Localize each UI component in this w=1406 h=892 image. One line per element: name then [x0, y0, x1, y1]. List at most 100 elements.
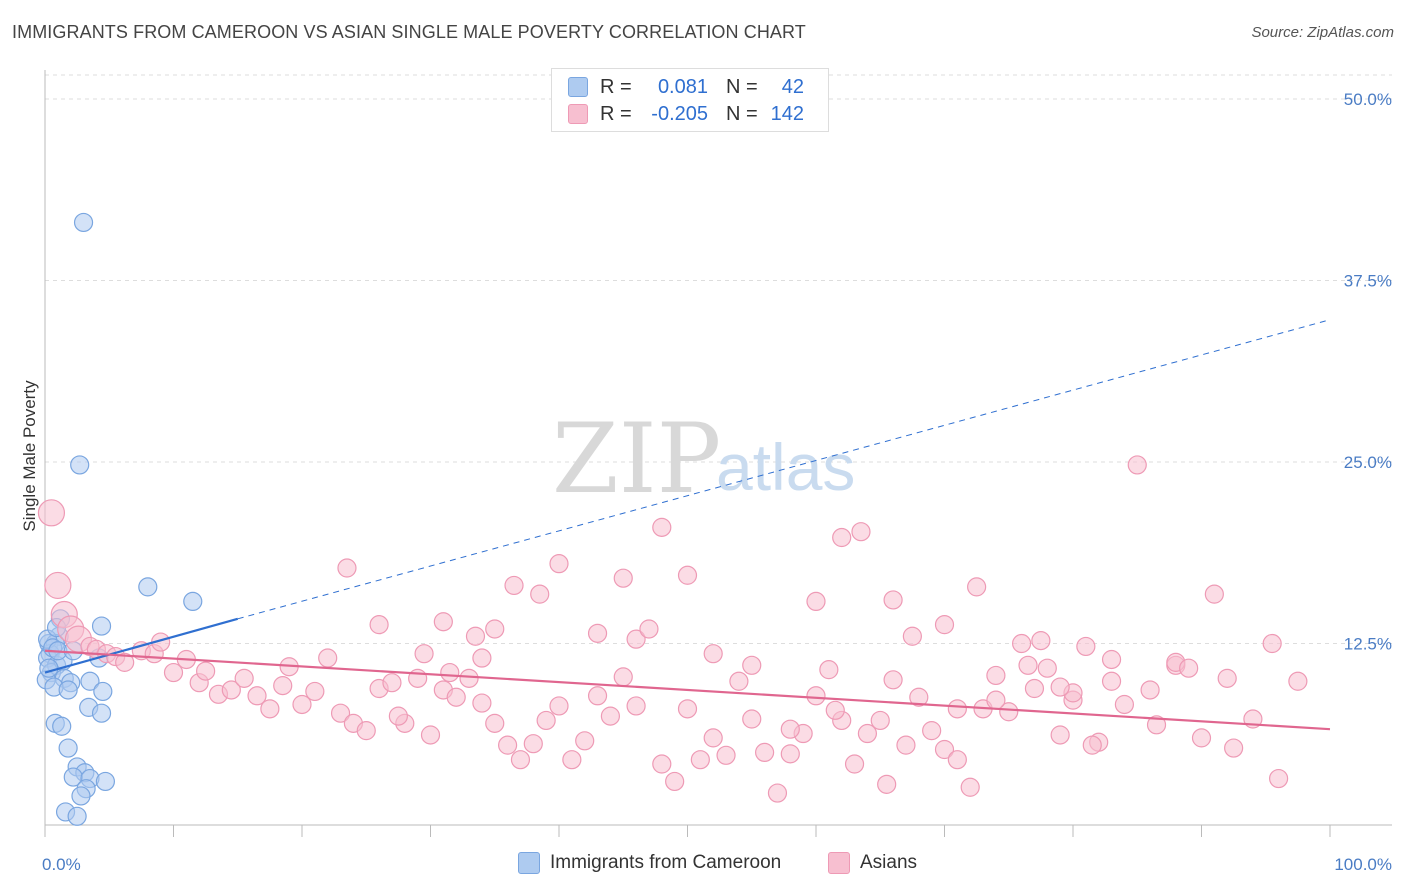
asian-point — [909, 687, 929, 707]
cameroon-point — [52, 716, 72, 736]
asian-point — [806, 686, 826, 706]
asian-point — [857, 723, 878, 744]
asian-point — [986, 690, 1006, 710]
asian-point — [626, 696, 646, 716]
series-legend-cameroon: Immigrants from Cameroon — [518, 852, 781, 874]
series-legend-asians: Asians — [828, 852, 917, 874]
asian-point — [1191, 728, 1212, 748]
trend-lines — [44, 319, 1331, 731]
asian-point — [1024, 678, 1045, 699]
asian-point — [382, 673, 402, 693]
data-points — [36, 212, 1308, 826]
asian-point — [883, 590, 903, 610]
asian-point — [1288, 671, 1308, 691]
chart-title: IMMIGRANTS FROM CAMEROON VS ASIAN SINGLE… — [12, 22, 806, 42]
y-tick-label: 50.0% — [1344, 90, 1392, 109]
legend-swatch-pink — [828, 852, 850, 874]
asian-point — [1140, 680, 1160, 700]
y-axis-label: Single Male Poverty — [20, 380, 39, 532]
legend-row-cameroon: R = 0.081 N = 42 — [568, 75, 804, 99]
tick-labels: 12.5% 25.0% 37.5% 50.0% 0.0% 100.0% — [42, 90, 1392, 874]
cameroon-trend-extension — [237, 319, 1331, 620]
legend-swatch-pink — [568, 104, 588, 124]
asian-point — [115, 652, 135, 672]
legend-n-value: 42 — [781, 75, 804, 98]
asian-point — [433, 612, 453, 632]
legend-n-label: N = — [726, 102, 758, 125]
asian-point — [947, 699, 967, 719]
asian-trend-line — [44, 649, 1331, 731]
legend-r-value: -0.205 — [651, 102, 708, 125]
asian-point — [613, 568, 633, 588]
asian-point — [626, 629, 646, 649]
asian-point — [677, 565, 698, 585]
asian-point — [196, 661, 216, 681]
asian-point — [44, 571, 72, 600]
asian-point — [273, 676, 293, 696]
asian-point — [292, 694, 312, 715]
x-tick-label: 0.0% — [42, 855, 81, 874]
cameroon-point — [93, 681, 113, 702]
cameroon-point — [91, 616, 112, 636]
asian-point — [832, 527, 852, 548]
asian-point — [446, 687, 466, 707]
legend-r-value: 0.081 — [657, 75, 708, 98]
asian-point — [536, 710, 556, 731]
asian-point — [414, 644, 434, 664]
asian-point — [388, 706, 408, 726]
asian-point — [318, 648, 338, 668]
asian-point — [652, 754, 672, 774]
asian-point — [510, 750, 531, 770]
legend-swatch-blue — [518, 852, 540, 874]
asian-point — [247, 686, 267, 706]
asian-point — [420, 725, 441, 745]
legend-r-label: R = — [600, 102, 632, 125]
x-tick-label: 100.0% — [1334, 855, 1392, 874]
cameroon-point — [39, 658, 59, 678]
asian-point — [163, 662, 184, 683]
asian-point — [665, 771, 685, 792]
asian-point — [677, 699, 698, 719]
asian-point — [1076, 636, 1096, 657]
asian-point — [1018, 655, 1038, 675]
asian-point — [600, 706, 621, 726]
asian-point — [562, 750, 582, 770]
legend-swatch-blue — [568, 77, 588, 97]
legend-n-label: N = — [726, 75, 758, 98]
series-legend-label: Immigrants from Cameroon — [550, 852, 782, 873]
y-tick-label: 37.5% — [1344, 272, 1392, 291]
asian-point — [1146, 715, 1167, 735]
asian-point — [844, 754, 865, 774]
cameroon-point — [58, 680, 78, 700]
asian-point — [967, 577, 987, 597]
asian-point — [1011, 633, 1032, 654]
asian-point — [825, 700, 845, 720]
asian-point — [947, 750, 967, 770]
asian-point — [1037, 658, 1057, 678]
asian-point — [1082, 735, 1102, 755]
asian-point — [472, 693, 492, 713]
asian-point — [504, 575, 524, 596]
asian-point — [1224, 738, 1244, 758]
watermark-atlas: atlas — [716, 430, 855, 504]
asian-point — [922, 721, 942, 741]
asian-point — [613, 667, 633, 687]
asian-point — [523, 734, 543, 754]
cameroon-trend-line — [44, 617, 239, 674]
asian-point — [934, 615, 955, 635]
series-legend: Immigrants from Cameroon Asians — [0, 852, 1406, 878]
asian-point — [1031, 631, 1051, 651]
asian-point — [729, 671, 749, 691]
asian-point — [1101, 671, 1122, 691]
asian-point — [1204, 584, 1224, 604]
asian-point — [465, 626, 486, 646]
asian-point — [716, 745, 736, 765]
asian-point — [587, 686, 608, 706]
cameroon-point — [95, 771, 115, 792]
asian-point — [780, 744, 800, 764]
asian-point — [37, 499, 66, 527]
watermark-zip: ZIP — [552, 403, 721, 515]
asian-point — [459, 668, 479, 688]
asian-point — [330, 703, 351, 723]
cameroon-point — [91, 703, 112, 723]
